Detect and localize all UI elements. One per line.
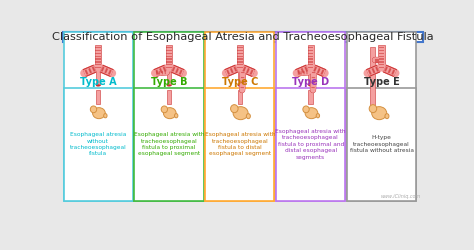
Bar	[308, 64, 313, 66]
Bar	[237, 69, 242, 86]
Bar	[308, 67, 313, 68]
Text: Type B: Type B	[151, 76, 187, 86]
Bar	[95, 56, 101, 57]
Bar	[167, 69, 171, 86]
Bar	[308, 56, 313, 57]
Ellipse shape	[305, 108, 318, 119]
Text: Classification of Esophageal Atresia and Tracheoesophageal Fistula: Classification of Esophageal Atresia and…	[52, 32, 434, 42]
Ellipse shape	[385, 114, 389, 119]
Bar	[237, 61, 243, 62]
Ellipse shape	[161, 106, 167, 113]
Bar	[96, 90, 100, 104]
Ellipse shape	[230, 105, 238, 113]
Ellipse shape	[372, 107, 387, 120]
Bar	[309, 90, 313, 104]
Bar	[370, 47, 374, 106]
FancyBboxPatch shape	[276, 32, 346, 201]
Bar	[379, 64, 384, 66]
Bar	[166, 50, 172, 51]
Bar	[237, 58, 243, 59]
Ellipse shape	[92, 108, 105, 119]
Bar	[95, 50, 101, 51]
FancyBboxPatch shape	[63, 32, 423, 42]
Bar	[237, 90, 242, 104]
FancyBboxPatch shape	[64, 88, 133, 201]
Bar	[379, 52, 384, 54]
Text: Esophageal atresia with
tracheoesophageal
fistula to proximal
esophageal segment: Esophageal atresia with tracheoesophagea…	[134, 132, 204, 156]
Bar	[237, 52, 243, 54]
Bar	[379, 56, 384, 57]
Bar	[166, 47, 172, 48]
Ellipse shape	[303, 106, 309, 113]
Ellipse shape	[237, 84, 242, 86]
Bar	[95, 67, 101, 68]
Bar	[379, 58, 384, 59]
Bar	[166, 58, 172, 59]
Bar	[95, 47, 101, 48]
FancyBboxPatch shape	[64, 32, 133, 201]
Text: Type D: Type D	[292, 76, 329, 86]
Bar	[379, 61, 384, 62]
Bar	[308, 50, 313, 51]
Ellipse shape	[91, 106, 97, 113]
Bar	[166, 46, 172, 68]
FancyBboxPatch shape	[205, 88, 274, 201]
Bar	[167, 90, 171, 104]
Ellipse shape	[369, 105, 377, 113]
Text: H-type
tracheoesophageal
fistula without atresia: H-type tracheoesophageal fistula without…	[349, 136, 413, 153]
Bar	[95, 61, 101, 62]
Bar	[237, 47, 243, 48]
Bar	[166, 61, 172, 62]
Bar	[237, 64, 243, 66]
Bar	[166, 67, 172, 68]
Ellipse shape	[233, 107, 248, 120]
Ellipse shape	[316, 114, 319, 118]
Bar	[166, 56, 172, 57]
Bar	[166, 52, 172, 54]
Text: Type E: Type E	[364, 76, 400, 86]
Bar	[237, 56, 243, 57]
Bar	[308, 47, 313, 48]
Ellipse shape	[309, 84, 313, 86]
Bar	[308, 61, 313, 62]
Ellipse shape	[164, 108, 176, 119]
Bar	[237, 46, 243, 68]
FancyBboxPatch shape	[347, 88, 416, 201]
Text: Type C: Type C	[222, 76, 258, 86]
Bar	[308, 58, 313, 59]
Text: Type A: Type A	[80, 76, 117, 86]
Ellipse shape	[174, 114, 178, 118]
FancyBboxPatch shape	[134, 32, 204, 201]
Bar	[308, 46, 314, 68]
Text: Esophageal atresia with
tracheoesophageal
fistula to distal
esophageal segment: Esophageal atresia with tracheoesophagea…	[205, 132, 275, 156]
FancyBboxPatch shape	[205, 32, 274, 201]
Bar	[237, 50, 243, 51]
FancyBboxPatch shape	[276, 88, 346, 201]
Bar	[379, 50, 384, 51]
Bar	[309, 69, 313, 86]
Bar	[378, 46, 384, 68]
Bar	[379, 67, 384, 68]
Bar	[308, 52, 313, 54]
Bar	[95, 46, 101, 68]
Bar	[237, 67, 243, 68]
Text: Esophageal atresia
without
tracheoesophageal
fistula: Esophageal atresia without tracheoesopha…	[70, 132, 127, 156]
Bar	[95, 64, 101, 66]
Bar	[166, 64, 172, 66]
Ellipse shape	[96, 84, 100, 86]
Ellipse shape	[104, 114, 107, 118]
Bar	[379, 47, 384, 48]
Bar	[95, 58, 101, 59]
Text: Esophageal atresia with
tracheoesophageal
fistula to proximal and
distal esophag: Esophageal atresia with tracheoesophagea…	[275, 129, 346, 160]
Ellipse shape	[246, 114, 250, 119]
Ellipse shape	[167, 84, 171, 86]
Text: www.iCliniq.com: www.iCliniq.com	[381, 194, 421, 200]
FancyBboxPatch shape	[347, 32, 416, 201]
FancyBboxPatch shape	[134, 88, 204, 201]
Bar	[95, 52, 101, 54]
Bar	[96, 69, 100, 86]
